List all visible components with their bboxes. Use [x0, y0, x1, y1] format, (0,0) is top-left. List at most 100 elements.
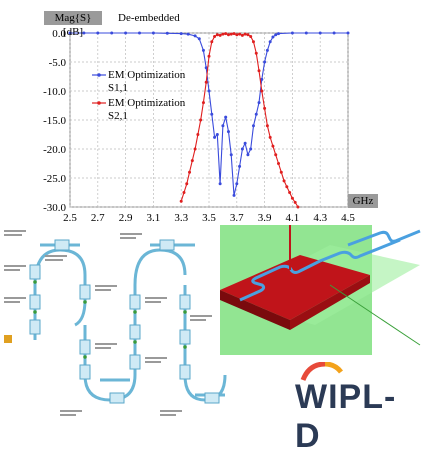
series-2-point	[199, 118, 203, 122]
series-1-point	[238, 164, 242, 168]
series-2-point	[232, 32, 236, 36]
series-2-point	[224, 32, 228, 36]
series-1-point	[274, 33, 278, 37]
legend-label-line2: S2,1	[108, 110, 128, 122]
series-2-point	[229, 32, 233, 36]
series-2-point	[235, 33, 239, 37]
series-2-point	[196, 133, 200, 136]
microstrip-lines	[239, 229, 421, 302]
wipl-d-logo: WIPL-D	[295, 362, 415, 455]
series-1-point	[226, 130, 230, 134]
legend-marker	[97, 101, 101, 105]
series-2-point	[268, 135, 272, 139]
junction-nodes	[33, 280, 187, 359]
series-1-point	[138, 31, 141, 35]
series-1-point	[254, 112, 258, 116]
series-1-point	[201, 48, 205, 52]
s-parameter-chart: 2.5 2.7 2.9 3.1 3.3 3.5 3.7 3.9 4.1 4.3 4.5 0.0 -5.…	[43, 28, 355, 224]
series-1-point	[197, 37, 201, 41]
y-tick-label: -10.0	[43, 86, 66, 98]
ground-plane-edge	[220, 290, 290, 330]
series-2-point	[260, 89, 264, 93]
logo-arc-icon	[300, 362, 343, 381]
x-tick-label: 4.3	[313, 212, 327, 224]
series-1-point	[96, 31, 100, 35]
y-tick-label: -20.0	[43, 144, 66, 156]
y-tick-label: -15.0	[43, 115, 66, 127]
ground-plane-side	[290, 275, 370, 330]
series-1-point	[124, 31, 128, 35]
y-tick-label: -25.0	[43, 173, 66, 185]
series-2-point	[279, 170, 283, 174]
series-1-point	[204, 66, 208, 70]
legend-label-line2: S1,1	[108, 82, 128, 94]
series-1-point	[304, 31, 308, 35]
x-tick-label: 3.3	[174, 212, 188, 224]
series-1-point	[346, 31, 350, 35]
series-2-point	[263, 106, 267, 110]
series-2-point	[249, 34, 253, 38]
y-axis: 0.0 -5.0 -10.0 -15.0 -20.0 -25.0 -30.0	[43, 28, 66, 214]
series-2-point	[288, 191, 292, 194]
series-1-point	[179, 32, 183, 36]
series-1-point	[186, 32, 190, 36]
series-2-point	[251, 40, 255, 44]
series-2-point	[277, 162, 280, 165]
series-1-point	[332, 31, 336, 35]
series-1-point	[210, 112, 214, 116]
series-1-point	[235, 182, 239, 186]
series-2-point	[265, 124, 269, 128]
series-1-point	[207, 89, 211, 93]
series-1-point	[246, 153, 250, 157]
series-2-point	[285, 185, 289, 189]
series-2-point	[296, 205, 300, 209]
x-tick-label: 4.1	[286, 212, 300, 224]
y-axis-label: Mag{S} [dB]	[44, 11, 102, 38]
series-1-point	[318, 31, 322, 35]
series-1-point	[232, 193, 236, 197]
port-marker	[4, 335, 12, 343]
series-1-point	[251, 124, 255, 128]
series-1-point	[165, 31, 169, 35]
series-1-point	[110, 31, 114, 35]
series-2-point	[201, 101, 205, 105]
series-1-point	[68, 31, 72, 35]
series-1-point	[218, 182, 222, 186]
series-1-point	[213, 135, 217, 139]
legend-label-line1: EM Optimization	[108, 69, 186, 81]
x-tick-label: 3.1	[147, 212, 161, 224]
series-1-point	[277, 32, 280, 36]
x-tick-label: 3.9	[258, 212, 272, 224]
series-1-point	[243, 141, 247, 145]
x-axis-label: GHz	[348, 194, 378, 208]
series-2-point	[246, 33, 250, 37]
series-2-point	[193, 147, 197, 151]
series-1-point	[260, 77, 264, 81]
series-2-point	[188, 170, 192, 174]
series-2-point	[257, 69, 261, 73]
series-1-point	[249, 147, 253, 151]
series-1-point	[82, 31, 86, 35]
series-1-point	[151, 31, 155, 35]
series-2-point	[240, 33, 244, 37]
stub-elements	[29, 239, 220, 404]
series-2-point	[207, 54, 211, 58]
series-2-point	[179, 199, 183, 203]
series-1-point	[268, 40, 272, 44]
x-tick-label: 3.7	[230, 212, 244, 224]
transmission-line-paths	[33, 243, 227, 402]
chart-title: De-embedded	[118, 12, 180, 24]
series-1-point	[229, 153, 233, 157]
series-2-point	[182, 191, 186, 194]
series-1-point	[221, 124, 225, 128]
series-2-point	[190, 159, 194, 163]
series-1-point	[215, 133, 219, 136]
ground-plane	[220, 255, 370, 320]
axis-line	[329, 284, 421, 346]
x-tick-label: 2.5	[63, 212, 77, 224]
x-tick-label: 4.5	[341, 212, 355, 224]
series-1-point	[240, 147, 244, 151]
series-2-point	[218, 33, 222, 37]
logo-text: WIPL-D	[295, 378, 397, 455]
